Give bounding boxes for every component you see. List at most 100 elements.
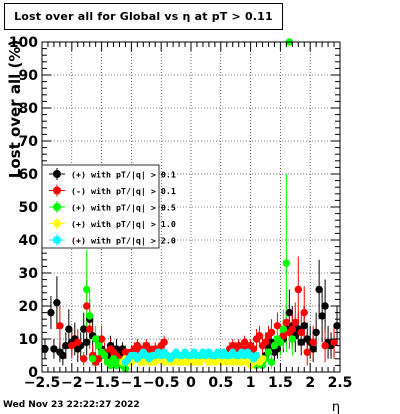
title-box: Lost over all for Global vs η at pT > 0.… [4, 3, 283, 30]
y-tick-label: 50 [19, 200, 39, 216]
data-point [279, 325, 288, 333]
data-point [47, 308, 55, 317]
data-point [74, 338, 82, 346]
data-point [56, 322, 64, 330]
legend: (+) with pT/|q| > 0.1 (-) with pT/|q| > 0… [41, 164, 176, 249]
legend-label: (+) with pT/|q| > 0.1 [71, 170, 176, 180]
x-tick-label: −0.5 [143, 375, 180, 391]
x-tick-label: 2.5 [328, 375, 353, 391]
x-tick-label: −2 [61, 375, 82, 391]
data-point [288, 335, 297, 343]
legend-marker [53, 236, 61, 244]
x-axis-label: η [332, 400, 340, 414]
y-tick-label: 20 [19, 299, 39, 315]
data-point [83, 338, 91, 346]
data-point [59, 351, 67, 360]
y-tick-label: 90 [19, 68, 39, 84]
y-axis-label: Lost over all (%) [6, 40, 24, 178]
data-point [312, 328, 320, 337]
data-point [318, 312, 326, 320]
data-point [65, 325, 73, 333]
data-point [41, 345, 49, 353]
data-point [309, 345, 317, 353]
legend-marker [53, 186, 61, 195]
data-point [91, 335, 100, 343]
data-point [270, 341, 279, 350]
data-point [330, 338, 338, 346]
data-point [100, 351, 109, 360]
data-point [297, 328, 305, 337]
data-point [285, 308, 294, 317]
data-point [282, 259, 291, 267]
data-point [264, 348, 273, 356]
data-point [85, 312, 94, 320]
data-point [321, 341, 329, 350]
x-tick-label: 1 [246, 375, 256, 391]
data-point [294, 285, 302, 294]
data-point [97, 335, 106, 343]
data-point [249, 345, 258, 353]
legend-marker [53, 219, 61, 228]
data-markers [41, 38, 341, 373]
legend-label: (-) with pT/|q| > 0.1 [71, 186, 176, 196]
axes: −2.5 −2 −1.5 −1 −0.5 0 0.5 1 1.5 2 2.5 0 10 20 30 40 50 6… [9, 35, 353, 391]
data-point [276, 338, 285, 346]
y-tick-label: 100 [9, 35, 38, 51]
data-point [53, 299, 61, 307]
x-tick-label: 1.5 [268, 375, 293, 391]
y-tick-label: 40 [19, 233, 39, 249]
x-tick-label: 2 [305, 375, 315, 391]
data-point [106, 361, 115, 370]
legend-label: (+) with pT/|q| > 0.5 [71, 203, 176, 213]
data-point [83, 285, 91, 294]
data-point [273, 322, 282, 330]
data-point [279, 332, 288, 340]
y-tick-label: 30 [19, 266, 39, 282]
data-point [160, 338, 168, 346]
timestamp: Wed Nov 23 22:22:27 2022 [3, 400, 140, 410]
data-point [133, 341, 142, 350]
legend-marker [53, 170, 61, 178]
y-tick-label: 70 [19, 134, 39, 150]
data-point [68, 341, 76, 350]
data-point [282, 318, 291, 327]
data-point [258, 355, 267, 363]
data-point [109, 355, 118, 363]
legend-label: (+) with pT/|q| > 2.0 [71, 236, 176, 246]
data-point [300, 308, 308, 317]
data-point [291, 318, 299, 327]
y-tick-label: 0 [28, 365, 38, 381]
x-tick-label: −1 [121, 375, 142, 391]
x-tick-label: 0 [186, 375, 196, 391]
x-tick-label: 0.5 [208, 375, 233, 391]
data-point [297, 338, 305, 346]
data-point [300, 322, 308, 330]
legend-label: (+) with pT/|q| > 1.0 [71, 219, 176, 229]
x-tick-label: −2.5 [24, 375, 61, 391]
data-point [83, 302, 91, 310]
chart-title: Lost over all for Global vs η at pT > 0.… [14, 10, 273, 23]
data-point [80, 325, 88, 333]
data-point [309, 338, 317, 346]
data-point [267, 328, 276, 337]
data-point [88, 355, 97, 363]
data-point [85, 325, 94, 333]
data-point [255, 332, 264, 340]
y-tick-label: 10 [19, 332, 39, 348]
data-point [240, 338, 249, 346]
data-point [80, 355, 88, 363]
data-point [261, 338, 270, 346]
data-point [50, 345, 58, 353]
data-point [288, 325, 297, 333]
y-tick-label: 60 [19, 167, 39, 183]
data-point [321, 302, 329, 310]
data-point [94, 355, 103, 363]
data-point [62, 341, 70, 350]
data-point [94, 341, 103, 350]
data-point [303, 348, 311, 356]
data-point [315, 285, 323, 294]
legend-marker [53, 203, 61, 211]
x-tick-label: −1.5 [83, 375, 120, 391]
data-point [267, 358, 276, 366]
